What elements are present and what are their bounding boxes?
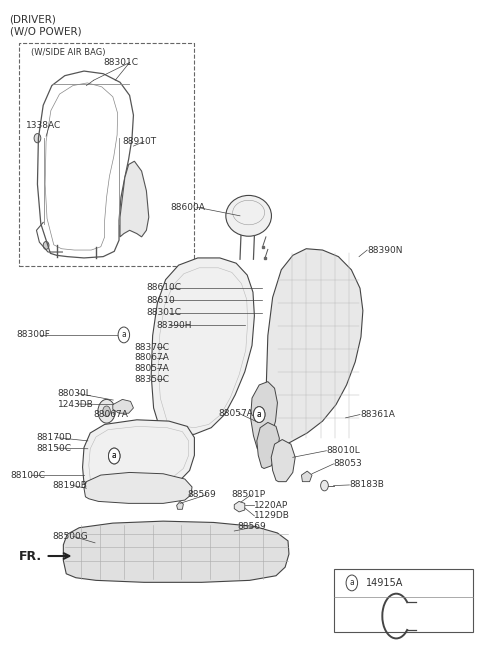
Polygon shape: [301, 471, 312, 482]
Polygon shape: [229, 526, 237, 534]
Text: a: a: [112, 451, 117, 461]
Text: a: a: [112, 451, 117, 461]
Text: 88057A: 88057A: [218, 409, 253, 418]
Circle shape: [108, 448, 120, 464]
Text: 88057A: 88057A: [134, 364, 169, 373]
Text: 88150C: 88150C: [36, 443, 71, 453]
Polygon shape: [271, 440, 295, 482]
Text: 88600A: 88600A: [170, 203, 205, 212]
Text: (DRIVER): (DRIVER): [10, 14, 57, 24]
Polygon shape: [83, 420, 194, 490]
Text: a: a: [121, 330, 126, 340]
Text: 1129DB: 1129DB: [254, 511, 290, 520]
Polygon shape: [177, 501, 183, 509]
Circle shape: [43, 241, 49, 249]
Text: 88500G: 88500G: [53, 532, 88, 541]
Circle shape: [34, 134, 41, 143]
Text: a: a: [257, 410, 262, 419]
Ellipse shape: [226, 195, 272, 236]
Text: 88300F: 88300F: [17, 330, 51, 340]
Polygon shape: [113, 399, 133, 413]
Text: a: a: [257, 410, 262, 419]
Text: 88183B: 88183B: [349, 480, 384, 490]
Text: (W/SIDE AIR BAG): (W/SIDE AIR BAG): [31, 48, 106, 57]
Text: (W/O POWER): (W/O POWER): [10, 26, 81, 36]
Text: 1220AP: 1220AP: [254, 501, 288, 510]
Circle shape: [346, 575, 358, 591]
Text: 88610: 88610: [146, 295, 175, 305]
Text: 88910T: 88910T: [122, 137, 156, 146]
Text: 88030L: 88030L: [58, 389, 91, 398]
Text: 88390H: 88390H: [156, 320, 192, 330]
Bar: [19, 43, 194, 266]
Text: 88053: 88053: [334, 459, 362, 468]
Text: 88569: 88569: [238, 522, 266, 531]
Text: FR.: FR.: [19, 549, 42, 563]
Bar: [334, 569, 473, 632]
Text: 88067A: 88067A: [134, 353, 169, 363]
Text: 88301C: 88301C: [146, 308, 181, 317]
Circle shape: [98, 399, 115, 423]
Circle shape: [253, 407, 265, 422]
Polygon shape: [266, 249, 363, 449]
Text: 14915A: 14915A: [366, 578, 404, 588]
Text: a: a: [349, 578, 354, 588]
Text: 88569: 88569: [187, 490, 216, 499]
Polygon shape: [151, 258, 254, 436]
Circle shape: [103, 406, 110, 417]
Text: 88010L: 88010L: [326, 446, 360, 455]
Polygon shape: [120, 161, 149, 237]
Text: 88350C: 88350C: [134, 374, 169, 384]
Text: 88370C: 88370C: [134, 343, 169, 352]
Text: 88100C: 88100C: [11, 470, 46, 480]
Text: 88501P: 88501P: [232, 490, 266, 499]
Polygon shape: [63, 521, 289, 582]
Text: 88067A: 88067A: [94, 410, 129, 419]
Text: 88190B: 88190B: [53, 481, 88, 490]
Text: 88361A: 88361A: [360, 410, 395, 419]
Polygon shape: [257, 422, 279, 468]
Text: 88301C: 88301C: [103, 58, 138, 67]
Text: 1243DB: 1243DB: [58, 399, 93, 409]
Circle shape: [253, 407, 265, 422]
Circle shape: [108, 448, 120, 464]
Polygon shape: [84, 472, 192, 503]
Text: 88610C: 88610C: [146, 283, 181, 292]
Text: 88170D: 88170D: [36, 433, 72, 442]
Text: 88390N: 88390N: [367, 245, 403, 255]
Circle shape: [321, 480, 328, 491]
Text: 1338AC: 1338AC: [26, 120, 61, 130]
Circle shape: [118, 327, 130, 343]
Polygon shape: [251, 382, 277, 449]
Polygon shape: [234, 501, 245, 512]
